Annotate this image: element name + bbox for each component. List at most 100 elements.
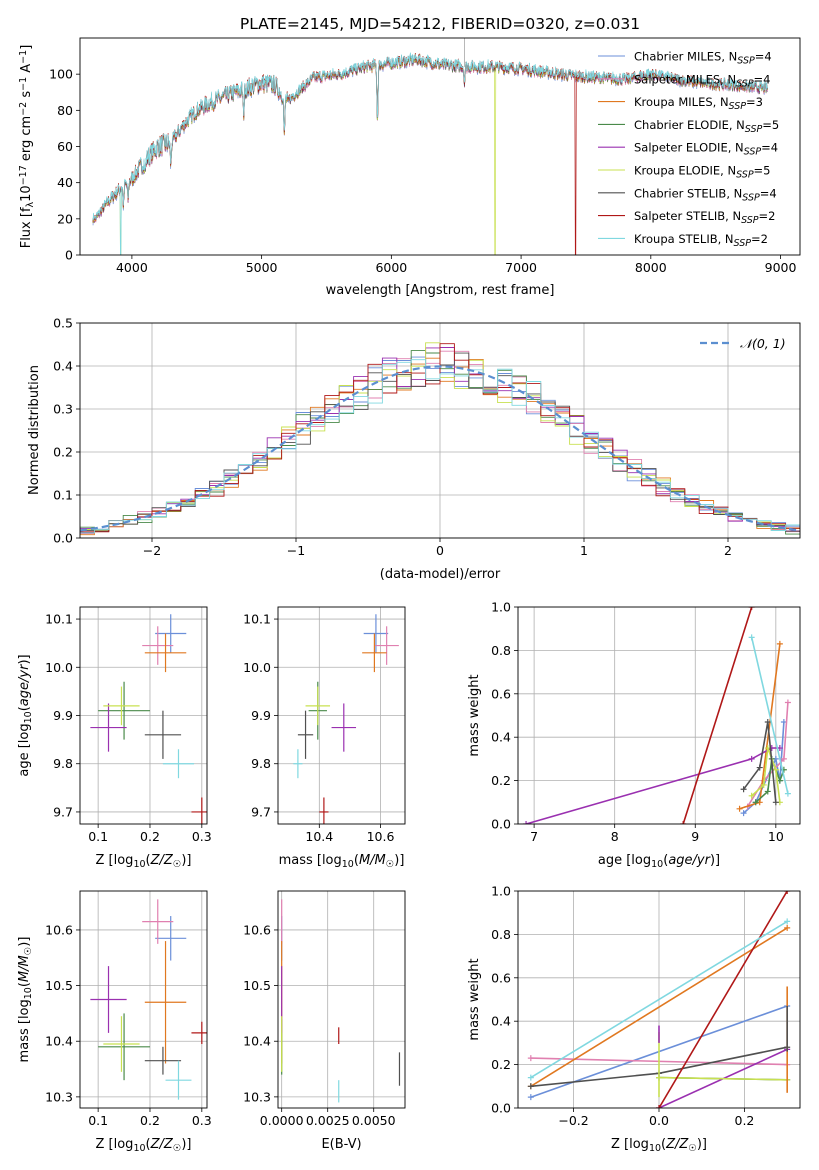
x-tick-label: 8	[611, 829, 619, 844]
label-part: Salpeter STELIB, N	[634, 209, 741, 223]
x-tick-label: 10.4	[305, 829, 333, 844]
label-part: Z [log	[611, 1137, 649, 1152]
weight-line	[530, 920, 788, 1079]
y-tick-label: 10.1	[243, 612, 271, 627]
label-part: Z [log	[96, 1137, 134, 1152]
plot-area-residuals	[80, 323, 800, 538]
label-part: =5	[762, 118, 779, 132]
x-tick-label: 8000	[635, 260, 667, 275]
legend-entry: Chabrier MILES, NSSP=4	[634, 50, 772, 67]
axes-frame	[517, 890, 801, 1109]
label-part: =4	[754, 72, 771, 86]
axes-frame	[79, 606, 208, 825]
label-part: age/yr	[17, 663, 32, 706]
y-tick-label: 0.8	[491, 927, 511, 942]
plot-area-mass-vs-Z	[80, 891, 207, 1108]
label-part: M/M	[17, 955, 32, 982]
x-tick-label: 0.1	[88, 829, 108, 844]
label-part: λ	[25, 201, 36, 207]
label-part: Kroupa ELODIE, N	[634, 164, 736, 178]
weight-marker	[784, 924, 791, 931]
legend-entry: Salpeter STELIB, NSSP=2	[634, 209, 775, 226]
x-tick-label: 0.2	[140, 829, 160, 844]
label-part: age/yr	[668, 853, 711, 868]
y-axis-label: age [log10(age/yr)]	[17, 654, 34, 776]
weight-marker	[740, 786, 747, 793]
label-part: SSP	[736, 78, 754, 89]
weight-marker	[748, 634, 755, 641]
weight-marker	[784, 699, 791, 706]
y-tick-label: 10.6	[45, 922, 73, 937]
weight-marker	[748, 755, 755, 762]
weight-marker	[740, 810, 747, 817]
axes-frame	[277, 890, 406, 1109]
label-part: 10	[342, 859, 354, 870]
weight-line	[530, 927, 788, 1087]
label-part: 10	[23, 711, 34, 723]
x-tick-label: 7	[530, 829, 538, 844]
x-tick-label: 0.0050	[352, 1113, 396, 1128]
plot-area-age-vs-Z	[80, 607, 207, 824]
label-part: Z/Z	[665, 1137, 689, 1152]
weight-marker	[784, 918, 791, 925]
label-part: Kroupa STELIB, N	[634, 232, 734, 246]
label-part: ☉	[173, 859, 182, 870]
label-part: Flux [f	[19, 207, 34, 248]
plot-area-age-vs-mass	[278, 607, 405, 824]
axes-frame	[79, 37, 801, 256]
label-part: =3	[746, 95, 763, 109]
y-tick-label: 10.5	[45, 978, 73, 993]
weight-marker	[680, 821, 687, 824]
y-tick-label: 9.8	[251, 756, 271, 771]
label-part: Z/Z	[150, 853, 174, 868]
label-part: A	[19, 64, 34, 77]
weight-line	[682, 607, 753, 824]
x-tick-label: 10	[768, 829, 784, 844]
weight-marker	[776, 640, 783, 647]
x-tick-label: 2	[724, 543, 732, 558]
y-axis-label: mass weight	[467, 674, 482, 756]
panel-age-vs-mass: 10.4 10.6 9.7 9.8 9.9 10.0 10.1 mass [log10(M/M…	[243, 606, 406, 870]
weight-marker	[527, 1083, 534, 1090]
y-axis-label: mass weight	[467, 958, 482, 1040]
y-tick-label: 0.0	[53, 531, 73, 546]
x-tick-label: 10.6	[367, 829, 395, 844]
y-tick-label: 0.2	[53, 445, 73, 460]
label-part: ☉	[688, 1143, 697, 1154]
label-part: )]	[710, 853, 720, 868]
weight-marker	[764, 788, 771, 795]
x-tick-label: 9	[691, 829, 699, 844]
x-tick-label: 0.3	[192, 1113, 212, 1128]
legend-entry: Salpeter ELODIE, NSSP=4	[634, 141, 778, 158]
x-axis-label: Z [log10(Z/Z☉)]	[96, 1137, 192, 1154]
label-part: )]	[697, 1137, 707, 1152]
label-part: ☉	[173, 1143, 182, 1154]
panel-spectrum: 4000 5000 6000 7000 8000 9000 0 20 40 60 80 100 wave…	[18, 37, 801, 298]
x-axis-label: E(B-V)	[321, 1137, 361, 1152]
y-tick-label: 0.1	[53, 488, 73, 503]
label-part: Kroupa MILES, N	[634, 95, 729, 109]
y-tick-label: 10.0	[243, 660, 271, 675]
label-part: )]	[181, 1137, 191, 1152]
y-tick-label: 9.9	[251, 708, 271, 723]
x-tick-label: −0.2	[558, 1113, 588, 1128]
weight-marker	[523, 821, 530, 824]
weight-marker	[784, 790, 791, 797]
label-part: ☉	[386, 859, 395, 870]
y-tick-label: 10.3	[243, 1089, 271, 1104]
y-tick-label: 9.8	[53, 756, 73, 771]
label-part: −2	[18, 102, 29, 116]
weight-marker	[784, 891, 791, 894]
y-tick-label: 1.0	[491, 600, 511, 615]
label-part: 10	[133, 1143, 145, 1154]
label-part: −1	[18, 50, 29, 64]
x-tick-label: 0.2	[140, 1113, 160, 1128]
label-part: )]	[17, 937, 32, 947]
label-part: s	[19, 91, 34, 102]
label-part: =4	[760, 186, 777, 200]
y-tick-label: 0	[65, 248, 73, 263]
y-tick-label: 9.7	[251, 804, 271, 819]
panel-weight-vs-Z: −0.2 0.0 0.2 0.0 0.2 0.4 0.6 0.8 1.0 Z [log10(Z/Z…	[467, 884, 801, 1154]
weight-marker	[748, 792, 755, 799]
label-part: (	[17, 706, 32, 711]
